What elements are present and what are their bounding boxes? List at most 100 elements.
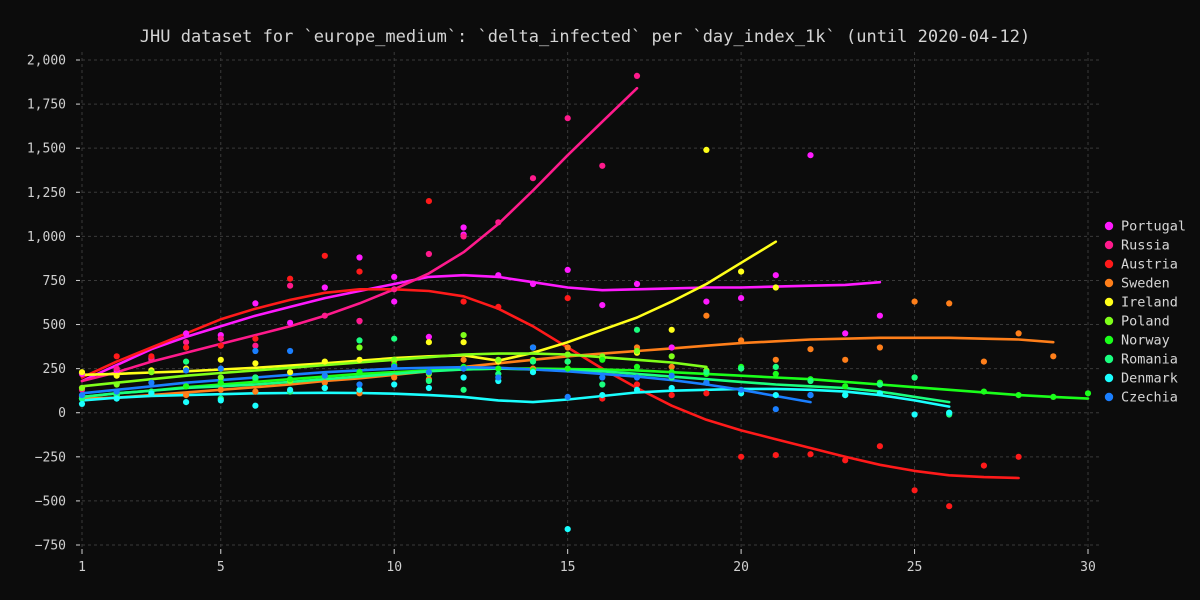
data-point-poland	[391, 356, 398, 363]
legend-label: Russia	[1121, 238, 1170, 254]
data-point-poland	[460, 332, 467, 339]
data-point-sweden	[946, 300, 953, 307]
data-point-poland	[668, 353, 675, 360]
data-point-portugal	[252, 300, 259, 307]
y-tick-label: −750	[35, 539, 66, 554]
data-point-ireland	[425, 339, 432, 346]
data-point-poland	[564, 351, 571, 358]
data-point-sweden	[842, 356, 849, 363]
data-point-denmark	[113, 395, 120, 402]
data-point-portugal	[807, 152, 814, 159]
data-point-czechia	[287, 347, 294, 355]
data-point-sweden	[911, 298, 918, 305]
data-point-portugal	[842, 330, 849, 337]
data-point-denmark	[148, 390, 155, 397]
data-point-sweden	[183, 392, 190, 399]
data-point-denmark	[633, 386, 641, 393]
legend-label: Austria	[1121, 257, 1178, 273]
legend-marker-sweden	[1104, 278, 1114, 288]
data-point-russia	[321, 312, 328, 319]
data-point-czechia	[668, 372, 675, 379]
data-point-romania	[391, 335, 398, 342]
data-point-czechia	[78, 392, 86, 399]
data-point-portugal	[668, 344, 675, 351]
data-point-russia	[529, 175, 537, 182]
data-point-czechia	[183, 367, 190, 374]
legend-marker-norway	[1104, 335, 1114, 345]
data-point-denmark	[911, 411, 918, 418]
data-point-czechia	[738, 386, 745, 393]
legend-marker-portugal	[1104, 221, 1114, 231]
data-point-russia	[633, 72, 641, 79]
data-point-sweden	[1050, 353, 1057, 360]
data-point-denmark	[946, 409, 953, 416]
data-point-russia	[495, 219, 502, 226]
data-point-sweden	[980, 358, 988, 365]
legend-label: Ireland	[1121, 295, 1178, 311]
data-point-ireland	[772, 284, 779, 291]
data-point-ireland	[703, 146, 710, 153]
data-point-romania	[633, 326, 641, 333]
data-point-austria	[633, 381, 641, 388]
data-point-austria	[772, 452, 779, 459]
data-point-poland	[356, 344, 363, 351]
legend-marker-austria	[1104, 259, 1114, 269]
data-point-czechia	[703, 379, 710, 386]
data-point-portugal	[391, 298, 398, 305]
trend-line-denmark	[80, 387, 951, 408]
data-point-russia	[356, 317, 363, 325]
data-point-norway	[495, 365, 502, 372]
data-point-sweden	[564, 344, 571, 351]
data-point-portugal	[495, 272, 502, 279]
y-tick-label: −250	[35, 450, 66, 465]
trend-line-norway	[80, 367, 1090, 400]
data-point-ireland	[668, 326, 675, 333]
data-point-sweden	[703, 312, 710, 319]
data-point-austria	[183, 344, 190, 351]
data-point-austria	[946, 503, 953, 510]
data-point-austria	[425, 198, 432, 205]
data-point-denmark	[391, 381, 398, 388]
x-tick-label: 25	[907, 560, 923, 575]
data-point-portugal	[321, 284, 328, 291]
data-point-romania	[356, 337, 363, 344]
data-point-portugal	[633, 280, 641, 288]
data-point-romania	[425, 377, 432, 385]
data-point-czechia	[529, 344, 537, 351]
axes: 2,000 1,750 1,500 1,250 1,000 750 500 250 0 −250 −…	[27, 54, 1096, 576]
x-tick-label: 30	[1080, 560, 1096, 575]
legend-label: Romania	[1121, 352, 1178, 368]
data-point-austria	[807, 451, 814, 458]
y-tick-label: 0	[58, 406, 66, 421]
data-point-ireland	[113, 372, 120, 379]
x-tick-label: 20	[733, 560, 749, 575]
data-point-denmark	[564, 526, 571, 533]
data-point-romania	[738, 365, 745, 372]
data-point-portugal	[391, 273, 398, 280]
y-tick-label: 1,500	[27, 142, 66, 157]
data-point-portugal	[599, 302, 606, 309]
data-point-russia	[460, 233, 467, 240]
data-point-russia	[183, 339, 190, 346]
data-point-sweden	[1015, 330, 1022, 337]
data-point-russia	[425, 250, 432, 258]
data-point-denmark	[252, 402, 259, 409]
data-point-czechia	[425, 369, 432, 376]
data-point-sweden	[876, 344, 884, 351]
data-point-austria	[1015, 453, 1022, 460]
data-point-sweden	[738, 337, 745, 344]
data-point-poland	[148, 369, 155, 376]
data-point-czechia	[113, 388, 120, 395]
data-point-ireland	[738, 268, 745, 275]
data-point-portugal	[460, 224, 467, 231]
data-point-romania	[252, 374, 259, 381]
data-point-czechia	[460, 365, 467, 372]
data-point-ireland	[252, 360, 259, 367]
data-point-romania	[911, 374, 918, 381]
data-point-czechia	[391, 363, 398, 370]
data-point-austria	[460, 298, 467, 305]
data-point-portugal	[183, 330, 190, 337]
data-point-denmark	[772, 392, 779, 399]
